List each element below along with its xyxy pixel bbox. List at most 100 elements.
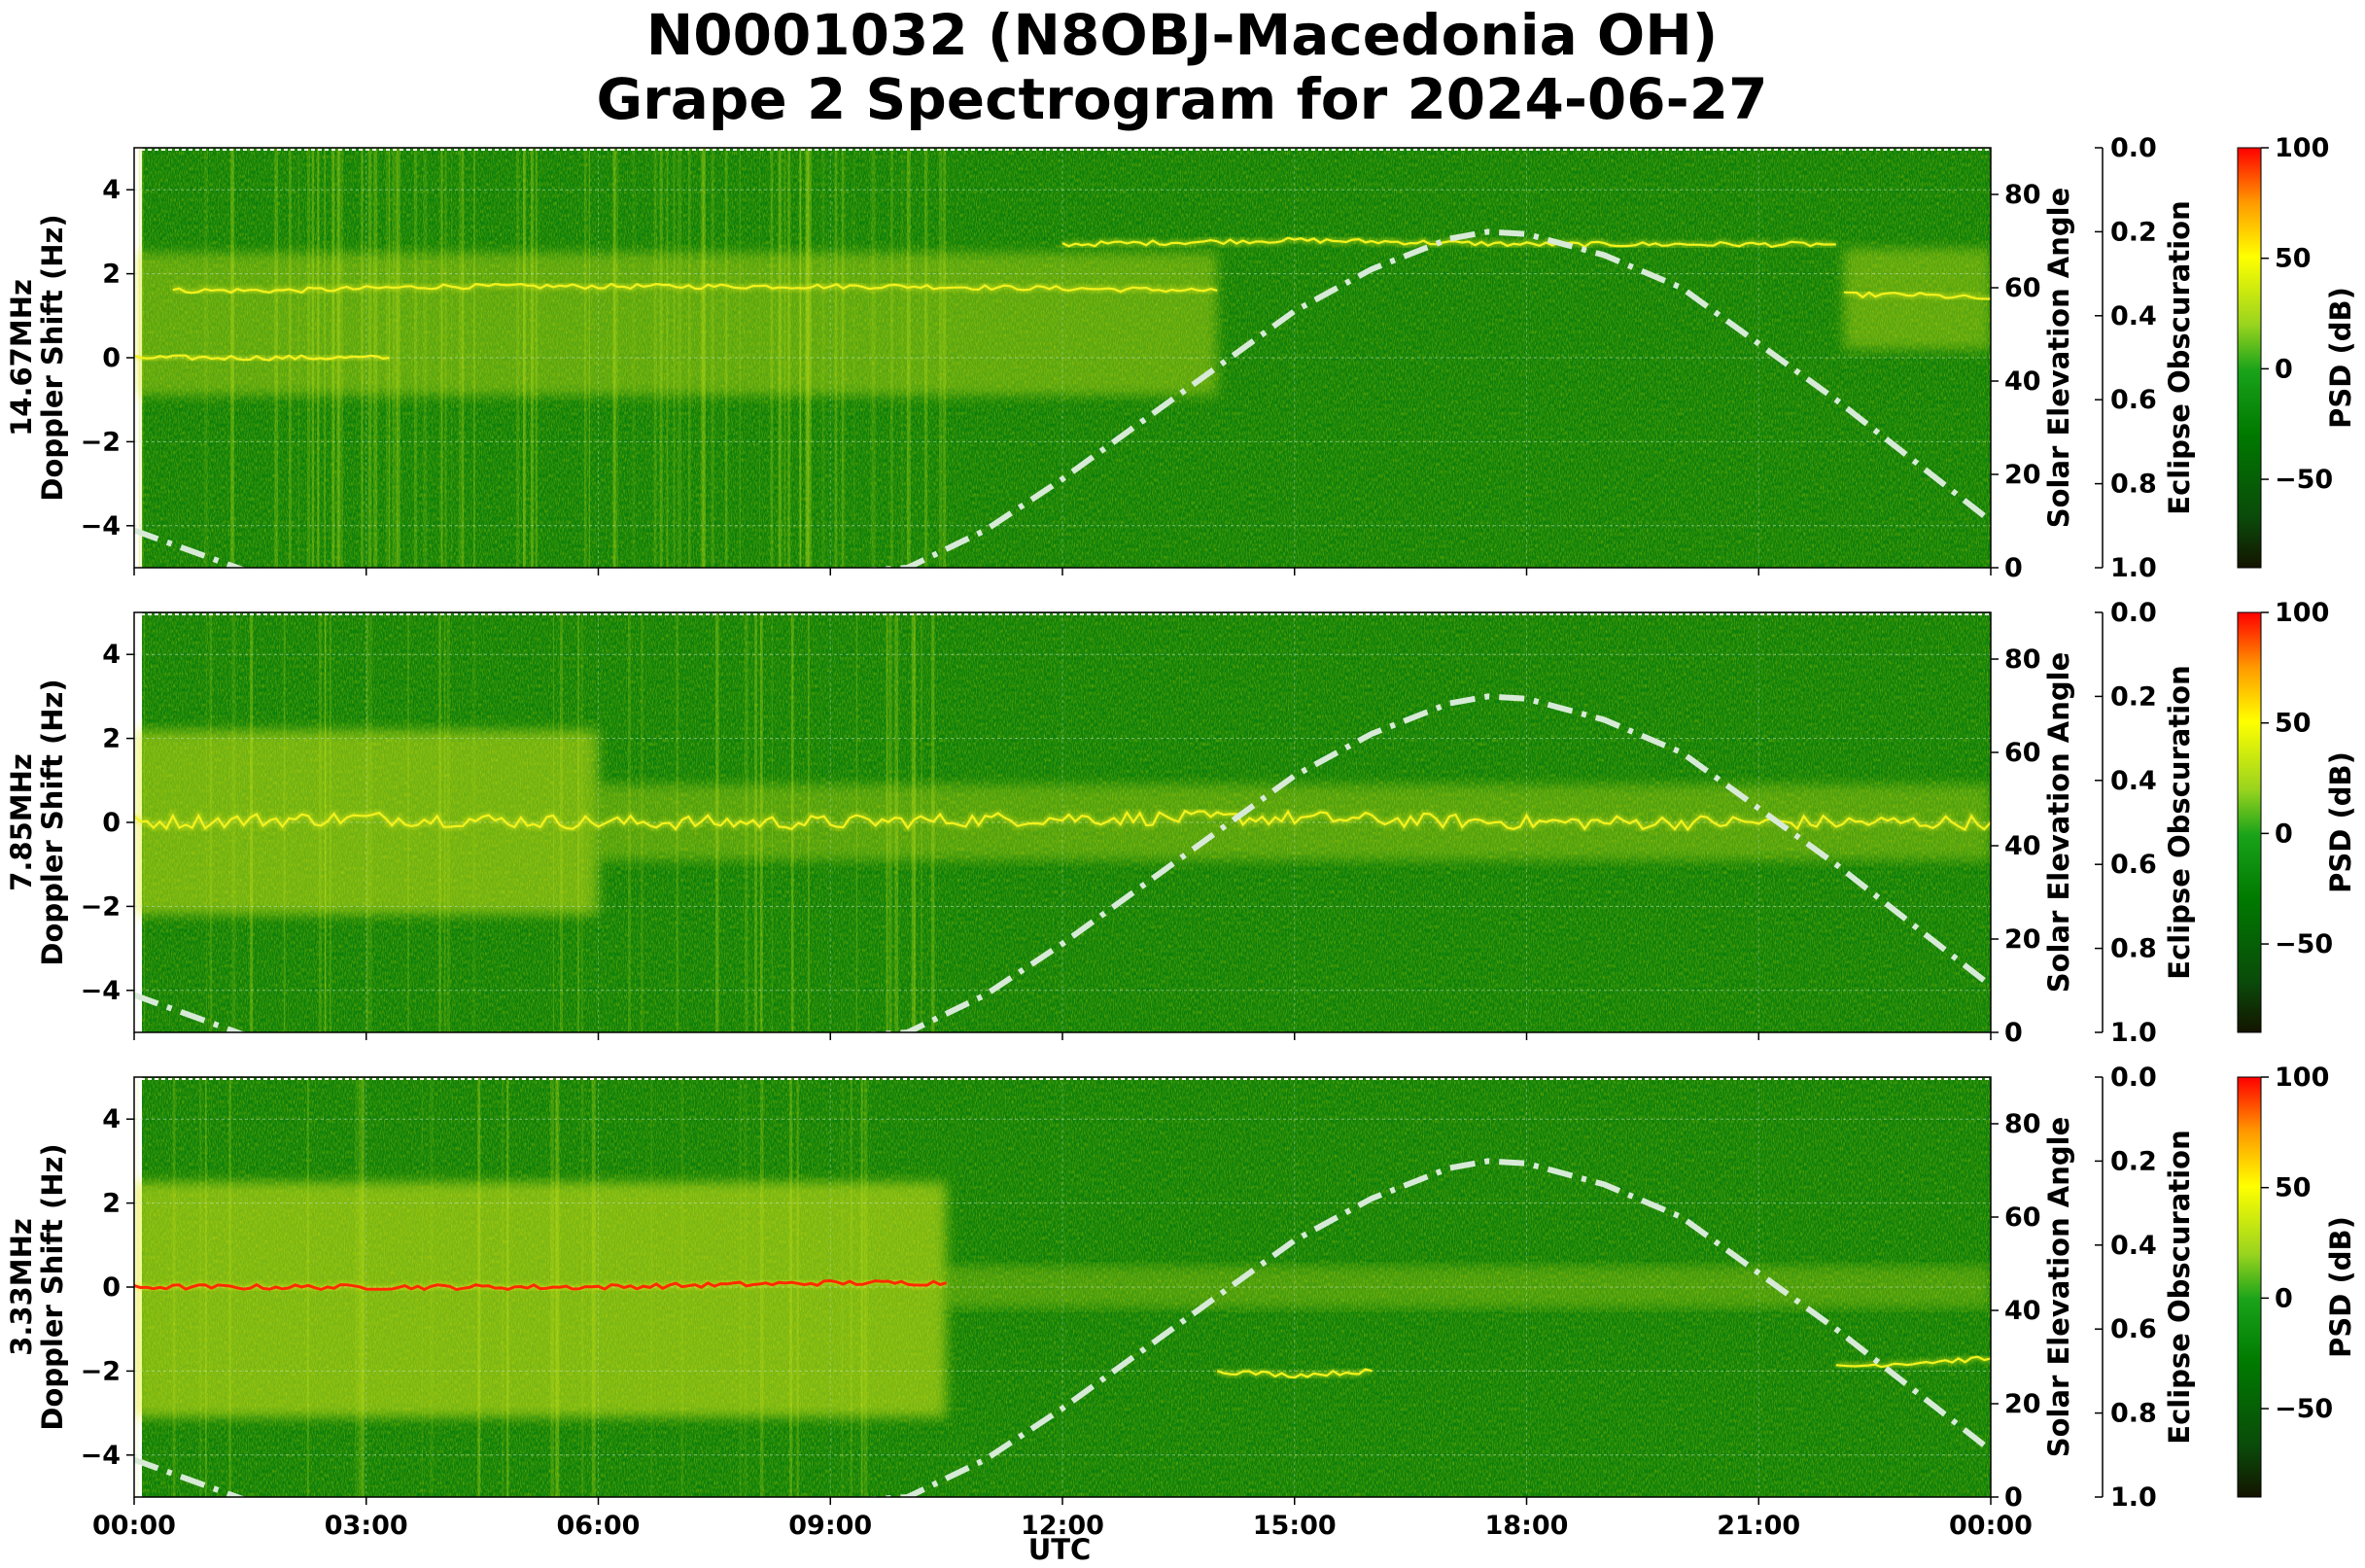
colorbar-tick-label: 50 <box>2275 709 2312 739</box>
solar-elevation-curve <box>134 228 1991 568</box>
panel-frequency-label: 3.33MHz <box>5 1218 38 1356</box>
y-axis-label: Doppler Shift (Hz) <box>36 214 69 501</box>
interference-streak <box>395 148 399 568</box>
interference-streak <box>906 148 910 568</box>
x-tick-label: 12:00 <box>1021 1511 1104 1541</box>
colorbar-label: PSD (dB) <box>2324 287 2357 429</box>
interference-streak <box>926 148 928 568</box>
colorbar-tick-label: 100 <box>2275 598 2329 628</box>
y2-tick-label: 40 <box>2004 366 2041 397</box>
y-tick-label: 0 <box>102 1272 121 1303</box>
interference-streak <box>808 148 812 568</box>
interference-streak <box>535 148 538 568</box>
doppler-trace <box>172 282 1218 295</box>
y-tick-label: −4 <box>81 976 121 1006</box>
y3-tick-label: 0.4 <box>2110 1231 2157 1261</box>
y-tick-label: 2 <box>102 724 121 754</box>
y3-tick-label: 0.8 <box>2110 1399 2157 1429</box>
doppler-trace <box>134 1278 947 1292</box>
y2-tick-label: 60 <box>2004 738 2041 768</box>
interference-streak <box>446 612 450 1032</box>
heatmap-body <box>134 612 1991 1032</box>
colorbar-tick-label: −50 <box>2275 929 2333 959</box>
doppler-trace <box>1835 1355 1991 1369</box>
interference-streak <box>440 148 443 568</box>
interference-streak <box>703 148 706 568</box>
y3-tick-label: 0.2 <box>2110 681 2157 712</box>
interference-streak <box>789 1077 793 1497</box>
colorbar <box>2237 611 2262 1033</box>
colorbar-tick-label: 50 <box>2275 244 2312 274</box>
solar-elevation-curve <box>134 1158 1991 1497</box>
interference-streak <box>779 148 781 568</box>
interference-streak <box>632 148 636 568</box>
interference-streak <box>894 612 899 1032</box>
interference-streak <box>318 612 322 1032</box>
solar-elevation-curve <box>134 693 1991 1032</box>
y3-tick-label: 0.6 <box>2110 385 2157 415</box>
y2-tick-label: 80 <box>2004 645 2041 675</box>
x-axis-label: UTC <box>1028 1533 1092 1566</box>
y-tick-label: −2 <box>81 427 121 457</box>
interference-streak <box>724 148 728 568</box>
y2-tick-label: 20 <box>2004 1389 2041 1419</box>
interference-streak <box>855 612 858 1032</box>
x-tick-label: 00:00 <box>92 1511 176 1541</box>
y-tick-label: −4 <box>81 511 121 541</box>
interference-streak <box>614 148 618 568</box>
colorbar-tick-label: 50 <box>2275 1173 2312 1203</box>
y2-tick-label: 60 <box>2004 273 2041 303</box>
y-tick-label: −2 <box>81 1356 121 1386</box>
y-tick-label: 2 <box>102 1189 121 1219</box>
interference-streak <box>368 612 372 1032</box>
interference-streak <box>365 612 368 1032</box>
y2-tick-label: 0 <box>2004 1018 2023 1048</box>
y2-tick-label: 20 <box>2004 460 2041 490</box>
y3-tick-label: 0.2 <box>2110 1146 2157 1176</box>
interference-streak <box>628 612 631 1032</box>
interference-streak <box>439 148 442 568</box>
y2-tick-label: 80 <box>2004 180 2041 210</box>
y2-tick-label: 40 <box>2004 831 2041 861</box>
y2-tick-label: 60 <box>2004 1202 2041 1233</box>
colorbar <box>2237 147 2262 569</box>
y2-tick-label: 0 <box>2004 1482 2023 1513</box>
y2-axis-label: Solar Elevation Angle <box>2042 652 2075 993</box>
y3-tick-label: 0.0 <box>2110 598 2157 628</box>
interference-streak <box>523 148 527 568</box>
y3-tick-label: 0.4 <box>2110 301 2157 331</box>
y-tick-label: −2 <box>81 891 121 922</box>
interference-streak <box>796 1077 799 1497</box>
x-tick-label: 00:00 <box>1949 1511 2033 1541</box>
x-tick-label: 18:00 <box>1485 1511 1569 1541</box>
interference-streak <box>536 148 538 568</box>
y-tick-label: 4 <box>102 640 121 670</box>
y2-axis-label: Solar Elevation Angle <box>2042 1117 2075 1458</box>
chart-title: N0001032 (N8OBJ-Macedonia OH) <box>646 2 1719 68</box>
x-tick-label: 06:00 <box>557 1511 641 1541</box>
interference-streak <box>921 612 922 1032</box>
x-tick-label: 21:00 <box>1717 1511 1800 1541</box>
y3-tick-label: 0.2 <box>2110 217 2157 247</box>
interference-streak <box>701 148 705 568</box>
interference-streak <box>842 148 846 568</box>
y3-tick-label: 0.6 <box>2110 850 2157 880</box>
y2-tick-label: 0 <box>2004 553 2023 583</box>
interference-streak <box>458 148 463 568</box>
colorbar-tick-label: 0 <box>2275 819 2293 849</box>
y-tick-label: 4 <box>102 175 121 205</box>
heatmap-body <box>134 1077 1991 1497</box>
y3-axis-label: Eclipse Obscuration <box>2163 665 2196 979</box>
interference-streak <box>900 148 904 568</box>
interference-streak <box>924 148 927 568</box>
interference-streak <box>778 148 783 568</box>
panel-frequency-label: 14.67MHz <box>5 279 38 436</box>
interference-streak <box>673 148 676 568</box>
interference-streak <box>739 1077 742 1497</box>
doppler-trace <box>134 354 390 362</box>
colorbar-tick-label: −50 <box>2275 465 2333 495</box>
